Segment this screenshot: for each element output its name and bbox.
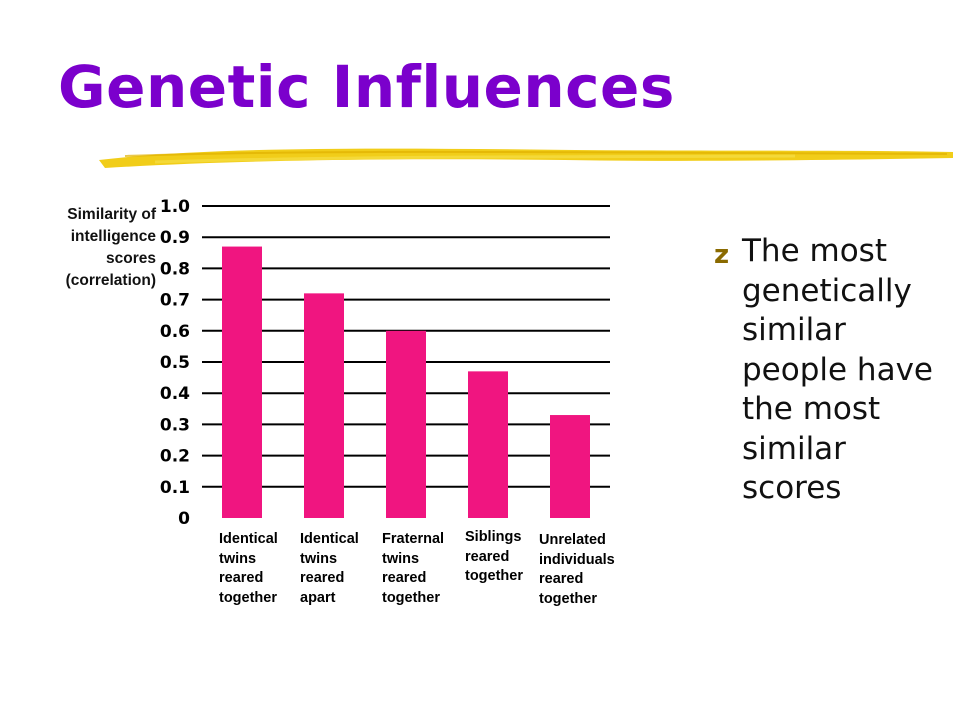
bar [468, 371, 508, 518]
bar [304, 293, 344, 518]
y-tick-label: 0.9 [160, 228, 190, 248]
bullet-z-icon: z [714, 240, 730, 270]
y-axis-label: Similarity of intelligence scores (corre… [65, 206, 156, 289]
bar [550, 415, 590, 518]
y-tick-label: 0.6 [160, 322, 190, 342]
y-tick-label: 0 [178, 509, 190, 529]
x-category-label: Unrelated individuals reared together [539, 532, 615, 607]
slide-title: Genetic Influences [58, 53, 675, 121]
y-tick-label: 1.0 [160, 197, 190, 217]
y-tick-label: 0.4 [160, 384, 190, 404]
x-category-label: Identical twins reared apart [300, 531, 359, 606]
y-tick-label: 0.8 [160, 259, 190, 279]
bar [386, 330, 426, 518]
x-category-label: Fraternal twins reared together [382, 531, 445, 606]
y-tick-label: 0.5 [160, 353, 190, 373]
y-tick-label: 0.1 [160, 478, 190, 498]
x-category-label: Siblings reared together [465, 529, 523, 584]
y-tick-label: 0.7 [160, 291, 190, 311]
y-tick-label: 0.2 [160, 447, 190, 467]
title-underline-brushstroke [99, 148, 953, 168]
x-category-label: Identical twins reared together [219, 531, 278, 606]
bullet-text: The most genetically similar people have… [742, 233, 933, 506]
y-tick-label: 0.3 [160, 415, 190, 435]
bar [222, 246, 262, 518]
